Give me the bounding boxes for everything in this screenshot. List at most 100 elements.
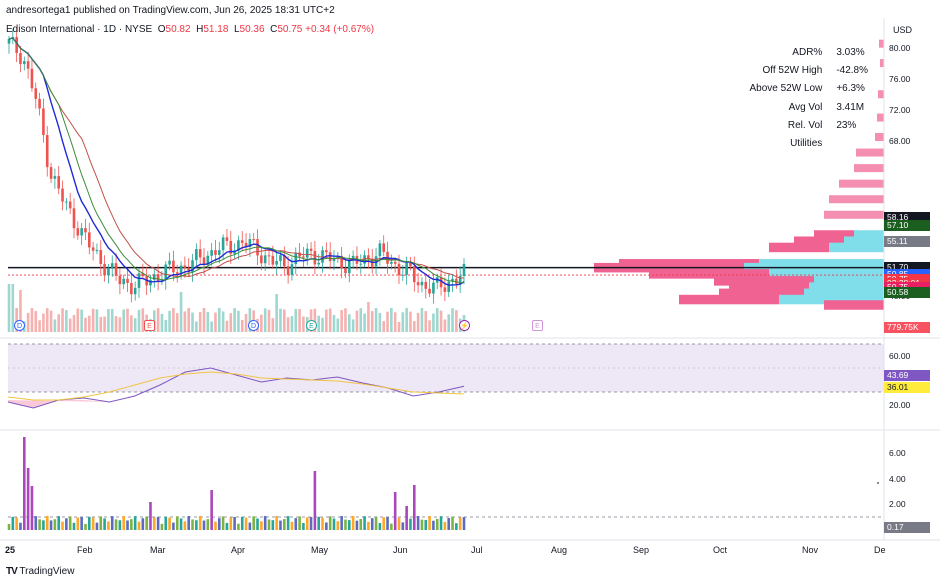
stat-row: Avg Vol 3.41M [745, 100, 868, 116]
relvol-bar [103, 518, 106, 530]
stat-label: Off 52W High [762, 65, 823, 77]
volume-bar [133, 318, 137, 332]
price-tag[interactable]: 50.58 [884, 287, 930, 299]
candle [202, 257, 206, 265]
relvol-bar [332, 518, 336, 530]
relvol-bar [191, 519, 194, 530]
candle [309, 248, 313, 251]
tv-logo-icon: TV [6, 566, 18, 577]
axis-label: 60.00 [889, 351, 911, 361]
relvol-bar [198, 516, 202, 530]
candle [317, 262, 321, 265]
time-label: Apr [231, 545, 246, 555]
candle [298, 252, 301, 257]
relvol-bar [237, 523, 240, 530]
relvol-bar [347, 520, 351, 530]
candle [72, 208, 76, 229]
volume-bar [420, 308, 424, 332]
volume-bar [294, 308, 298, 332]
candle [7, 39, 11, 44]
volume-bar [374, 308, 378, 332]
profile-bar [880, 59, 884, 68]
candle [252, 239, 256, 241]
relvol-bar [233, 516, 236, 530]
currency-label[interactable]: USD [893, 25, 913, 35]
relvol-bar [87, 516, 91, 530]
candle [267, 255, 271, 257]
volume-bar [386, 311, 389, 332]
price-tag[interactable]: 55.11 [884, 235, 930, 247]
price-tag[interactable]: 57.10 [884, 220, 930, 232]
symbol-legend[interactable]: Edison International · 1D · NYSE O50.82 … [6, 24, 374, 35]
relvol-bar [397, 517, 401, 530]
candle [409, 262, 412, 267]
profile-down-bar [714, 276, 814, 286]
candle [30, 68, 34, 89]
price-tag[interactable]: 779.75K [884, 322, 930, 333]
candle [439, 277, 443, 288]
candle [286, 266, 290, 275]
candle [229, 240, 233, 254]
tradingview-logo[interactable]: TV TradingView [6, 566, 74, 577]
volume-bar [72, 314, 76, 332]
ohlc-low: L50.36 [233, 24, 265, 35]
volume-bar [409, 311, 412, 332]
relvol-bar [65, 518, 68, 530]
relvol-bar [214, 521, 217, 530]
relvol-bar [325, 522, 328, 530]
price-tag[interactable]: 36.01 [884, 382, 930, 393]
earnings-icon[interactable]: E [144, 320, 155, 331]
candle [87, 232, 91, 248]
profile-down-bar [814, 230, 854, 240]
profile-bar [877, 113, 884, 122]
candle [412, 266, 416, 283]
candle [126, 278, 129, 284]
relvol-bar [34, 516, 38, 530]
relvol-bar [57, 516, 61, 530]
relvol-bar [386, 517, 389, 530]
stat-row: Above 52W Low +6.3% [745, 81, 868, 97]
price-tag[interactable]: 43.69 [884, 370, 930, 381]
candle [22, 61, 26, 65]
relvol-bar [290, 521, 294, 530]
relvol-bar [390, 523, 393, 530]
volume-bar [217, 308, 221, 332]
candle [260, 255, 263, 264]
volume-bar [210, 321, 213, 332]
earnings-icon[interactable]: E [306, 320, 317, 331]
price-tag[interactable]: 51.70 [884, 262, 930, 274]
split-icon[interactable]: ⚡ [459, 320, 470, 331]
price-tag[interactable]: 58.16 [884, 211, 930, 223]
volume-bar [336, 318, 340, 332]
volume-bar [114, 316, 118, 332]
relvol-bar [225, 522, 229, 530]
relvol-bar [217, 518, 221, 530]
candle [137, 273, 141, 288]
candlesticks [7, 26, 466, 304]
relvol-bar [68, 516, 72, 530]
price-tag[interactable]: 0.17 [884, 522, 930, 533]
candle [443, 287, 447, 292]
candle [328, 252, 332, 262]
earnings-icon[interactable]: E [532, 320, 543, 331]
volume-bar [103, 316, 106, 332]
volume-bar [53, 319, 57, 332]
volume-bar [164, 319, 168, 332]
symbol-title[interactable]: Edison International · 1D · NYSE [6, 24, 153, 35]
dividend-icon[interactable]: D [14, 320, 25, 331]
relvol-bar [15, 517, 18, 530]
relvol-bar [374, 516, 378, 530]
candle [401, 274, 405, 276]
volume-bar [432, 313, 435, 332]
relvol-bar [107, 521, 110, 530]
relvol-bar [443, 521, 447, 530]
candle [325, 250, 328, 253]
dividend-icon[interactable]: D [248, 320, 259, 331]
volume-bar [229, 313, 233, 332]
axis-label: 72.00 [889, 104, 911, 115]
candle [133, 287, 137, 295]
candle [183, 265, 187, 268]
ma-line-red [8, 37, 464, 279]
time-label: Feb [77, 545, 93, 555]
